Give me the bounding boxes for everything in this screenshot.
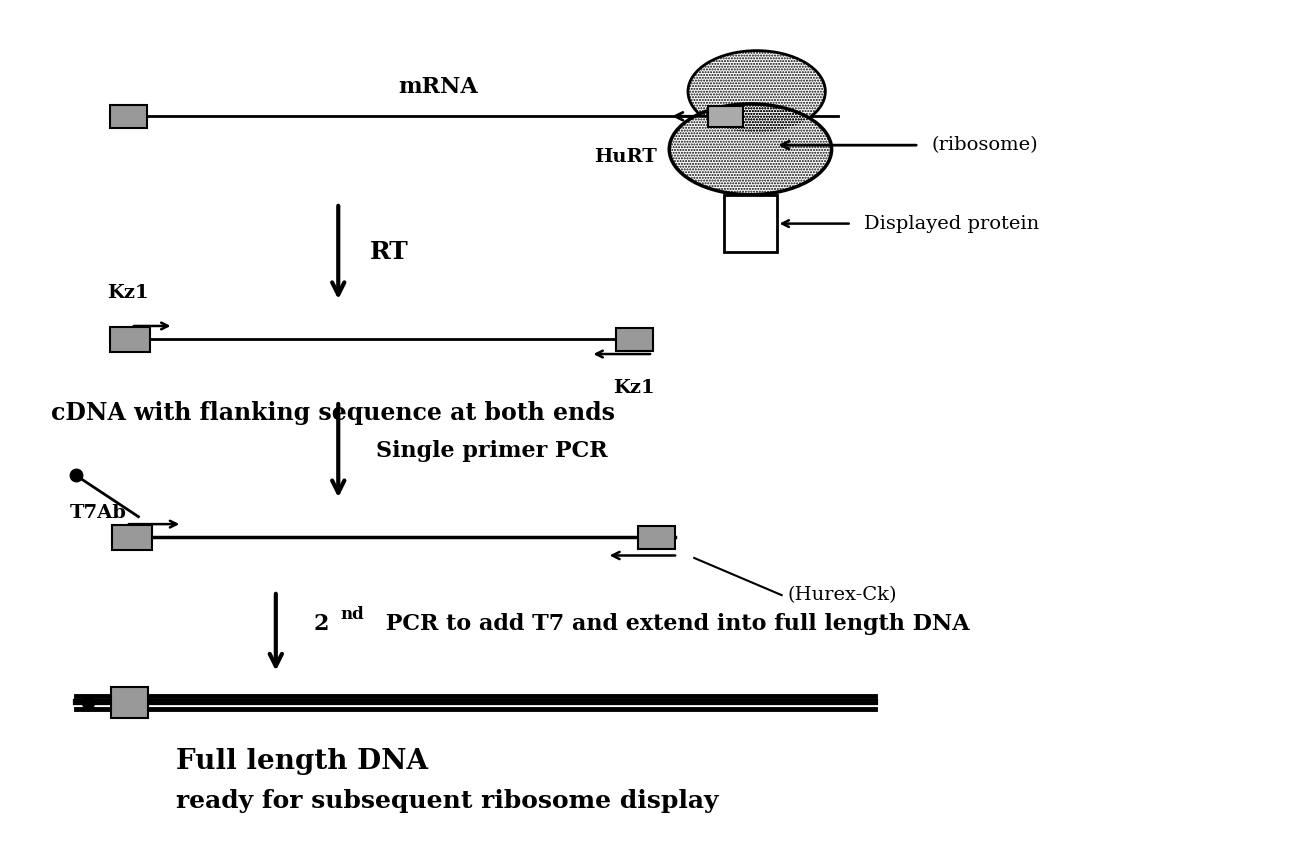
Text: cDNA with flanking sequence at both ends: cDNA with flanking sequence at both ends [51, 401, 615, 425]
Text: Single primer PCR: Single primer PCR [376, 439, 608, 462]
Text: Displayed protein: Displayed protein [864, 215, 1039, 232]
Text: Full length DNA: Full length DNA [176, 748, 428, 775]
Ellipse shape [688, 51, 825, 132]
Text: Kz1: Kz1 [614, 378, 656, 396]
Text: mRNA: mRNA [398, 76, 477, 98]
Text: T7Ab: T7Ab [70, 504, 126, 522]
Text: (Hurex-Ck): (Hurex-Ck) [788, 587, 898, 604]
Bar [111, 687, 148, 718]
Text: (ribosome): (ribosome) [932, 136, 1038, 154]
Bar [112, 525, 152, 550]
Text: ready for subsequent ribosome display: ready for subsequent ribosome display [176, 789, 718, 814]
Text: RT: RT [369, 241, 409, 265]
Bar [109, 327, 150, 352]
Bar [637, 525, 675, 549]
Ellipse shape [669, 104, 831, 194]
Text: HuRT: HuRT [593, 148, 657, 166]
Bar [615, 328, 653, 351]
Text: nd: nd [341, 605, 364, 623]
Text: Kz1: Kz1 [107, 284, 148, 302]
Bar [109, 105, 147, 128]
Bar [708, 106, 743, 127]
Text: PCR to add T7 and extend into full length DNA: PCR to add T7 and extend into full lengt… [379, 613, 969, 635]
Bar [725, 194, 777, 253]
Text: 2: 2 [314, 613, 329, 635]
